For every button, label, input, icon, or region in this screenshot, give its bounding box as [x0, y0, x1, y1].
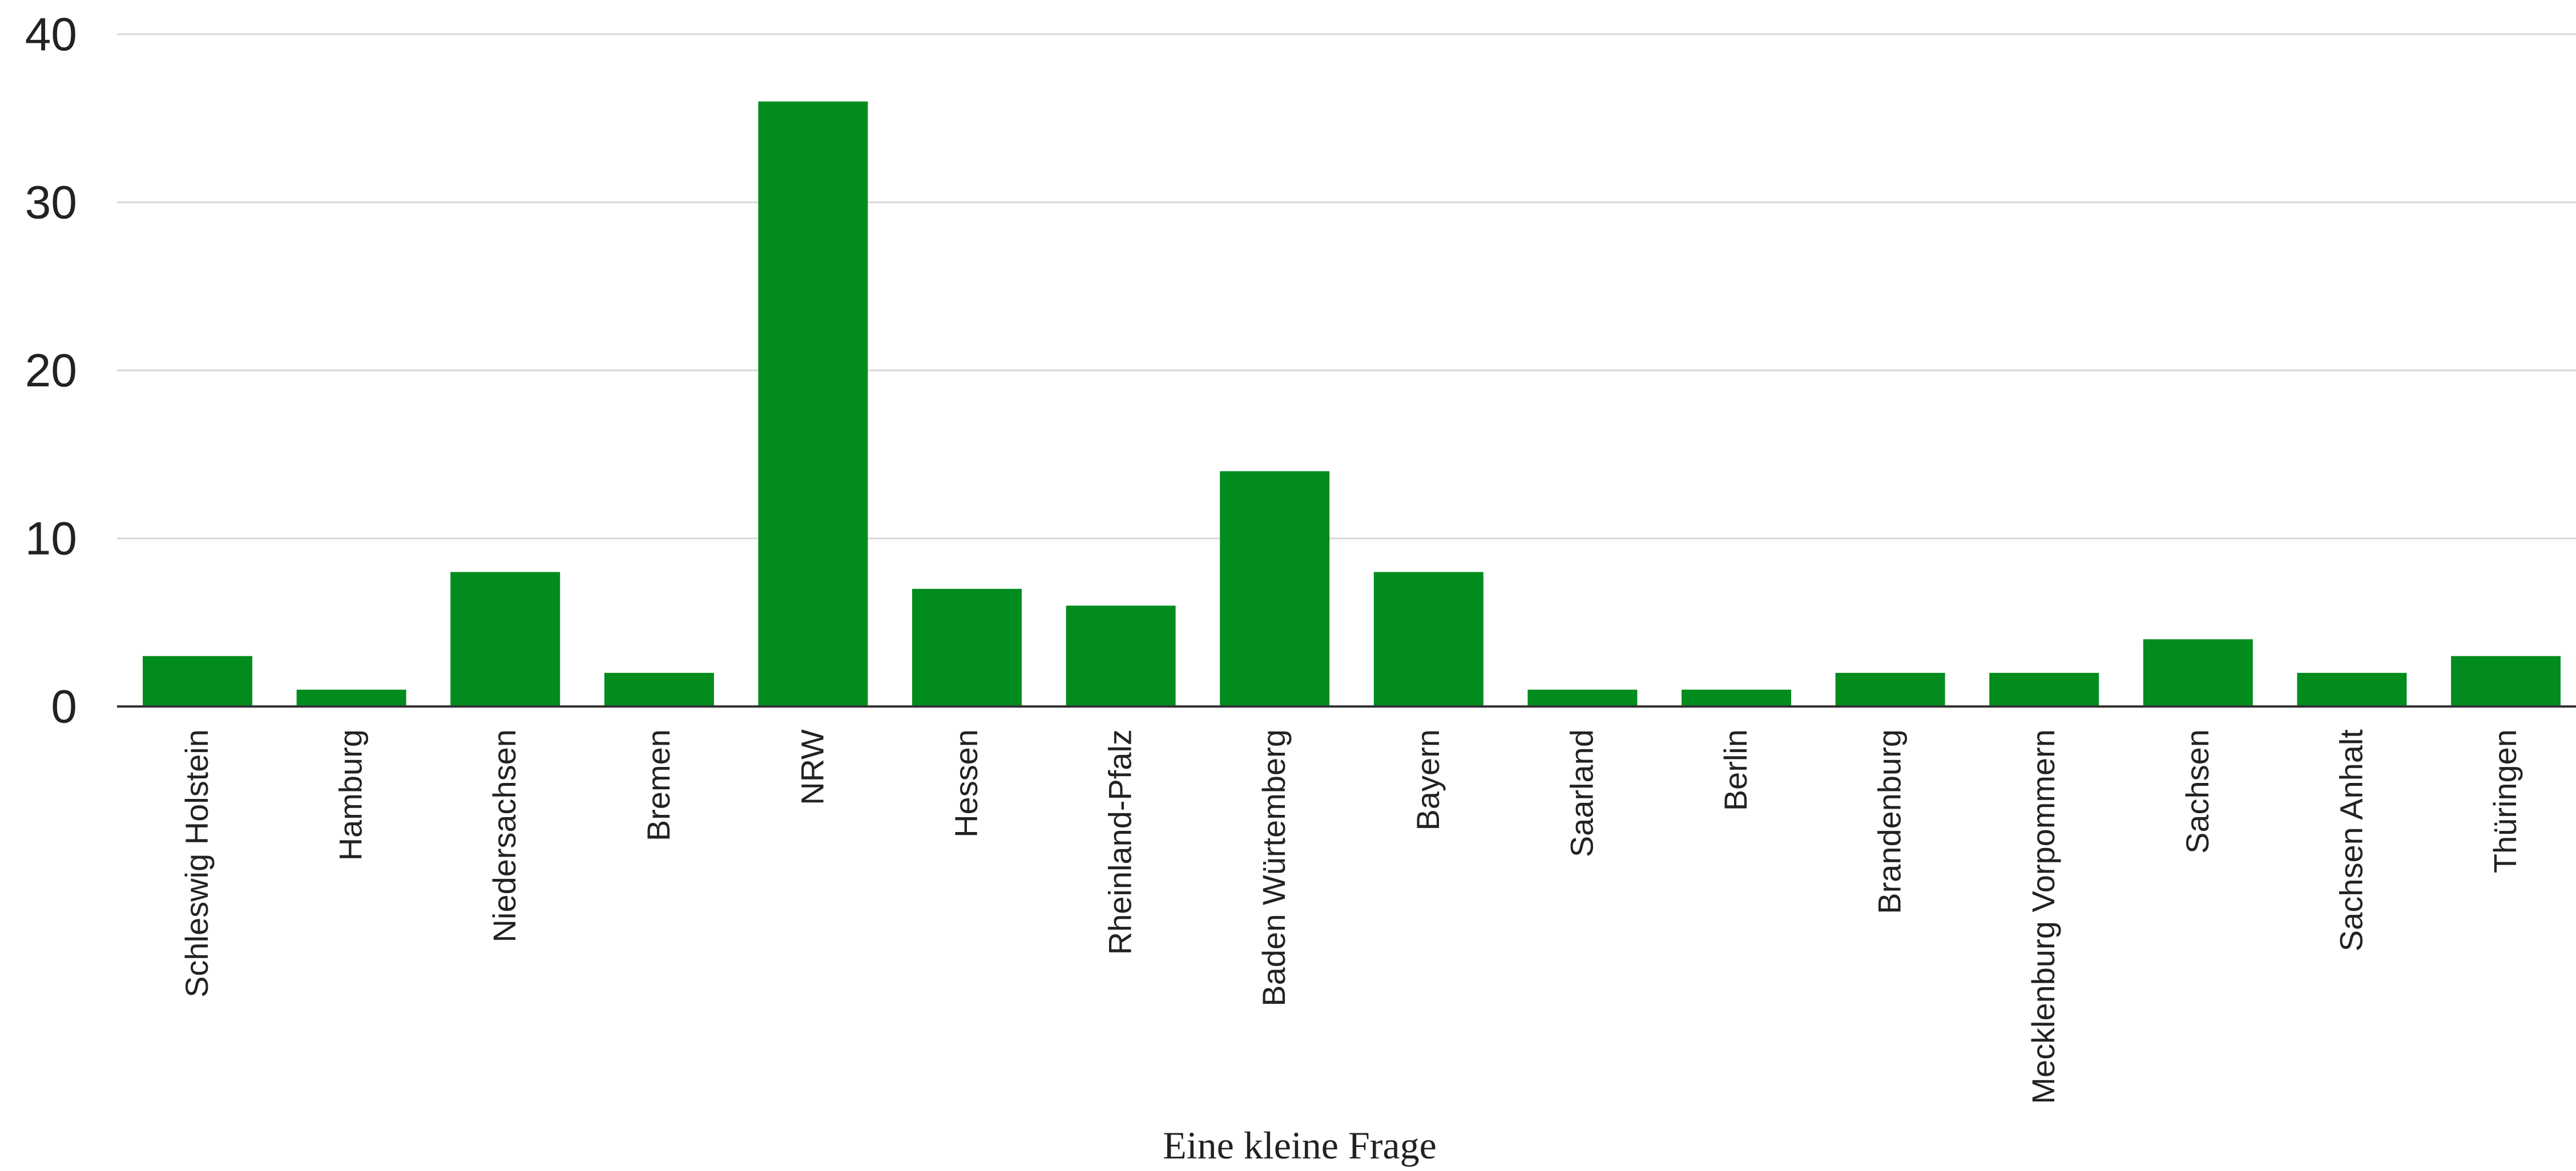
bar: [1989, 673, 2099, 706]
x-tick-label: Bremen: [640, 729, 676, 841]
bar: [143, 656, 252, 706]
bar: [296, 689, 406, 706]
x-tick-label: Rheinland-Pfalz: [1102, 729, 1138, 955]
x-tick-label: Bayern: [1410, 729, 1446, 830]
y-tick-label: 20: [25, 345, 77, 397]
bar: [758, 101, 868, 706]
x-tick-label: Hamburg: [333, 729, 369, 861]
x-tick-label: NRW: [794, 729, 830, 805]
bar: [2451, 656, 2561, 706]
x-tick-label: Mecklenburg Vorpommern: [2025, 729, 2061, 1104]
bar: [2143, 639, 2253, 706]
gridlines: [117, 33, 2576, 539]
bar: [1220, 471, 1330, 706]
bar: [450, 572, 561, 706]
y-tick-label: 10: [25, 513, 77, 565]
x-tick-label: Thüringen: [2487, 729, 2523, 873]
bar: [604, 673, 714, 706]
bar: [1835, 673, 1945, 706]
x-tick-label: Sachsen: [2179, 729, 2215, 854]
x-tick-label: Hessen: [948, 729, 984, 838]
x-tick-label: Brandenburg: [1872, 729, 1908, 914]
bar: [1527, 689, 1638, 706]
x-tick-label: Baden Würtemberg: [1256, 729, 1292, 1007]
x-tick-label: Niedersachsen: [486, 729, 522, 943]
bar: [1373, 572, 1483, 706]
bars: [143, 101, 2561, 706]
x-tick-label: Berlin: [1718, 729, 1753, 811]
bar: [1682, 689, 1791, 706]
bar: [912, 588, 1022, 706]
x-axis-labels: Schleswig Holstein Hamburg Niedersachsen Br…: [179, 729, 2523, 1104]
y-tick-label: 40: [25, 9, 77, 60]
y-tick-label: 30: [25, 177, 77, 229]
x-axis-title: Eine kleine Frage: [1163, 1124, 1437, 1167]
y-axis-ticks: 0 10 20 30 40: [25, 9, 77, 733]
bar: [1066, 605, 1176, 706]
x-tick-label: Schleswig Holstein: [179, 729, 215, 998]
x-tick-label: Sachsen Anhalt: [2333, 729, 2369, 952]
bar: [2297, 673, 2407, 706]
y-tick-label: 0: [51, 681, 77, 733]
x-tick-label: Saarland: [1563, 729, 1599, 857]
